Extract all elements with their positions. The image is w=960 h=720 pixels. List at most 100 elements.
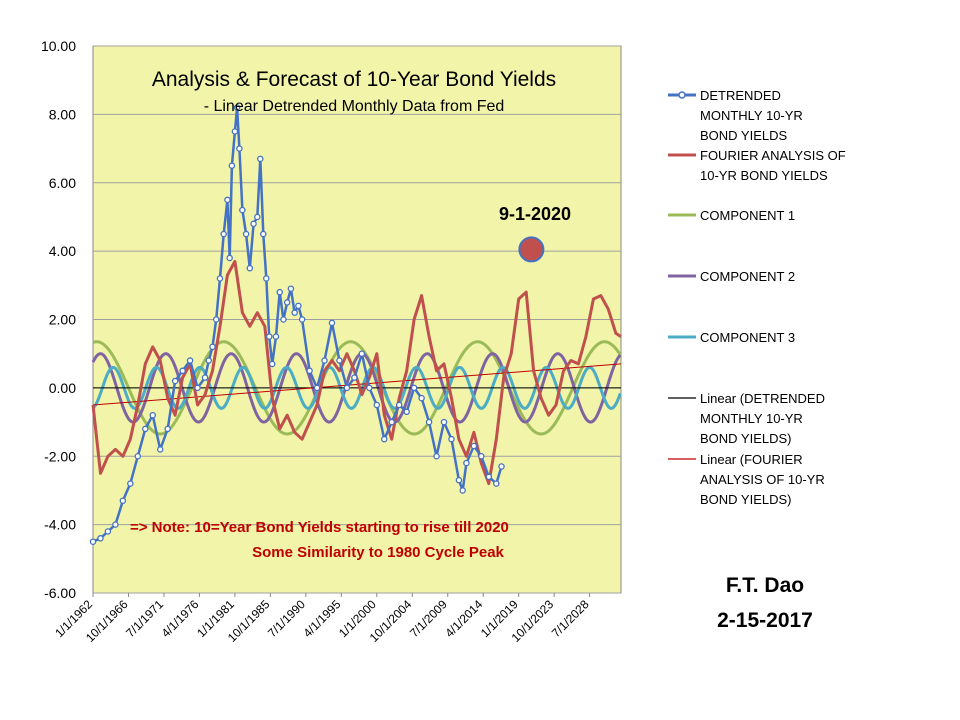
detrended-point (201, 374, 209, 381)
detrended-point (224, 196, 231, 204)
detrended-point (263, 275, 270, 282)
detrended-point (272, 333, 280, 340)
detrended-point (186, 357, 194, 364)
series-layer (89, 104, 622, 545)
detrended-point (104, 528, 112, 535)
y-tick-label: 6.00 (49, 175, 76, 191)
x-tick-label: 7/1/2028 (549, 597, 592, 640)
legend-label: DETRENDED (700, 88, 781, 103)
detrended-point (268, 360, 276, 368)
detrended-point (276, 288, 283, 296)
legend-label: COMPONENT 2 (700, 269, 795, 284)
detrended-point (287, 285, 295, 292)
detrended-point (493, 480, 500, 487)
detrended-point (246, 264, 254, 272)
signature-author: F.T. Dao (726, 574, 804, 597)
detrended-point (336, 357, 343, 364)
legend-label: Linear (FOURIER (700, 452, 803, 467)
detrended-point (463, 459, 470, 467)
detrended-point (212, 316, 220, 323)
detrended-point (395, 401, 403, 409)
y-tick-label: 10.00 (41, 38, 76, 54)
detrended-point (216, 275, 224, 282)
detrended-point (89, 538, 97, 545)
signature-date: 2-15-2017 (717, 609, 813, 632)
legend-label: BOND YIELDS) (700, 431, 792, 446)
detrended-point (236, 145, 243, 152)
detrended-point (295, 302, 302, 310)
detrended-point (265, 333, 273, 340)
detrended-point (194, 384, 201, 392)
legend: DETRENDED MONTHLY 10-YR BOND YIELDS FOURIER… (668, 88, 846, 507)
x-tick-label: 7/1/1971 (123, 597, 166, 640)
legend-label: ANALYSIS OF 10-YR (700, 472, 825, 487)
detrended-point (388, 418, 395, 426)
detrended-point (433, 452, 440, 460)
detrended-point (257, 155, 264, 163)
detrended-point (343, 384, 351, 392)
detrended-point (366, 384, 373, 392)
detrended-point (254, 213, 261, 221)
detrended-point (358, 350, 366, 357)
detrended-point (149, 411, 156, 419)
detrended-point (209, 343, 216, 351)
detrended-point (351, 374, 358, 381)
detrended-point (226, 254, 233, 262)
detrended-point (321, 357, 328, 364)
detrended-point (283, 299, 291, 306)
detrended-point (498, 463, 505, 470)
detrended-point (328, 319, 336, 327)
legend-label: COMPONENT 3 (700, 330, 795, 345)
detrended-point (119, 497, 127, 504)
detrended-point (373, 401, 381, 409)
series-component-1 (92, 340, 622, 436)
detrended-point (485, 473, 493, 481)
detrended-point (410, 384, 418, 392)
note-line-1: => Note: 10=Year Bond Yields starting to… (130, 519, 509, 536)
detrended-point (260, 230, 267, 238)
x-tick-label: 4/1/1995 (301, 597, 344, 640)
detrended-point (233, 104, 241, 111)
y-tick-label: -4.00 (44, 517, 76, 533)
detrended-point (478, 452, 485, 460)
detrended-point (455, 476, 463, 484)
legend-label: BOND YIELDS) (700, 492, 792, 507)
series-component-3 (91, 366, 622, 410)
legend-swatch-marker (678, 91, 686, 99)
x-axis: 1/1/196210/1/19667/1/19714/1/19761/1/198… (52, 593, 592, 645)
detrended-point (440, 418, 448, 426)
y-tick-label: -6.00 (44, 585, 76, 601)
detrended-point (448, 435, 455, 443)
y-tick-label: 8.00 (49, 106, 76, 122)
detrended-point (459, 487, 466, 494)
legend-label: Linear (DETRENDED (700, 391, 825, 406)
y-tick-label: 4.00 (49, 243, 76, 259)
detrended-point (306, 367, 313, 375)
x-tick-label: 4/1/2014 (442, 597, 485, 640)
detrended-point (418, 394, 425, 402)
detrended-point (97, 535, 104, 542)
detrended-point (381, 435, 388, 443)
legend-label: BOND YIELDS (700, 128, 788, 143)
detrended-point (239, 206, 246, 214)
detrended-point (134, 452, 142, 460)
x-tick-label: 7/1/1990 (265, 597, 308, 640)
detrended-point (127, 480, 134, 487)
x-tick-label: 4/1/1976 (159, 597, 202, 640)
y-axis: 10.00 8.00 6.00 4.00 2.00 0.00 -2.00 -4.00 -6.00 (41, 38, 76, 601)
chart-subtitle: - Linear Detrended Monthly Data from Fed (204, 98, 505, 115)
detrended-point (313, 384, 321, 392)
legend-label: MONTHLY 10-YR (700, 108, 803, 123)
legend-label: COMPONENT 1 (700, 208, 795, 223)
detrended-point (470, 442, 478, 450)
detrended-point (403, 408, 410, 416)
detrended-point (291, 309, 298, 316)
detrended-point (179, 367, 186, 375)
note-line-2: Some Similarity to 1980 Cycle Peak (252, 544, 504, 561)
detrended-point (171, 377, 179, 385)
y-tick-label: 2.00 (49, 312, 76, 328)
legend-label: MONTHLY 10-YR (700, 411, 803, 426)
detrended-point (156, 446, 164, 453)
detrended-point (164, 425, 171, 433)
